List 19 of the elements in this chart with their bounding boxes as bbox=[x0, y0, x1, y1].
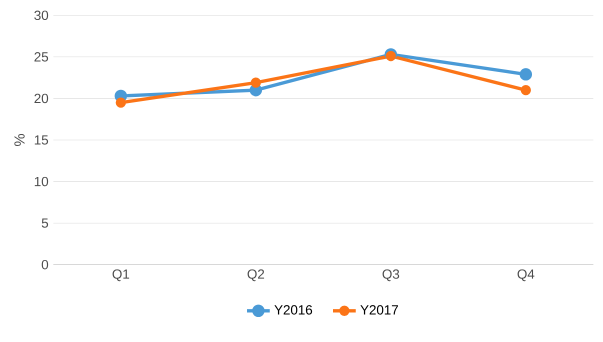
y-tick-label: 15 bbox=[34, 135, 48, 145]
point bbox=[520, 84, 531, 96]
x-tick-label: Q4 bbox=[518, 269, 534, 282]
y-tick-label: 0 bbox=[42, 260, 48, 270]
point bbox=[386, 50, 396, 62]
legend-label: Y2016 bbox=[274, 305, 312, 315]
x-tick-label: Q2 bbox=[248, 269, 264, 282]
point bbox=[116, 97, 126, 108]
y-tick-label: 25 bbox=[34, 52, 48, 62]
y-axis-title: % bbox=[14, 134, 25, 146]
y-tick-label: 10 bbox=[34, 176, 48, 186]
point bbox=[250, 78, 261, 88]
y-tick-label: 20 bbox=[34, 94, 48, 104]
y-tick-label: 5 bbox=[42, 218, 48, 228]
point bbox=[520, 68, 532, 81]
x-tick-label: Q3 bbox=[382, 269, 400, 282]
x-tick-label: Q1 bbox=[112, 269, 130, 282]
y-tick-label: 30 bbox=[34, 10, 48, 20]
legend-label: Y2017 bbox=[360, 305, 398, 315]
